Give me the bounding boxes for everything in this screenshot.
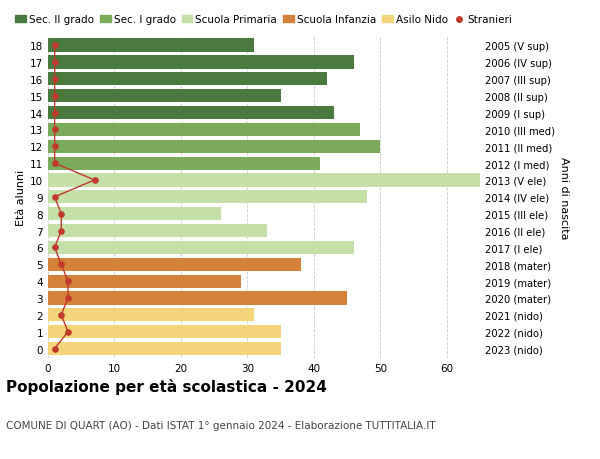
- Point: [50, 59, 59, 67]
- Y-axis label: Età alunni: Età alunni: [16, 169, 26, 225]
- Bar: [48, 292, 347, 305]
- Bar: [48, 258, 301, 271]
- Point: [90, 177, 100, 184]
- Bar: [48, 56, 354, 69]
- Point: [50, 244, 59, 252]
- Bar: [48, 140, 380, 153]
- Bar: [48, 174, 480, 187]
- Point: [63, 278, 73, 285]
- Point: [56, 261, 66, 269]
- Point: [50, 345, 59, 353]
- Bar: [48, 241, 354, 254]
- Point: [56, 211, 66, 218]
- Point: [50, 42, 59, 50]
- Point: [50, 110, 59, 117]
- Y-axis label: Anni di nascita: Anni di nascita: [559, 156, 569, 239]
- Bar: [48, 207, 221, 221]
- Point: [50, 93, 59, 100]
- Bar: [48, 90, 281, 103]
- Text: COMUNE DI QUART (AO) - Dati ISTAT 1° gennaio 2024 - Elaborazione TUTTITALIA.IT: COMUNE DI QUART (AO) - Dati ISTAT 1° gen…: [6, 420, 436, 430]
- Bar: [48, 39, 254, 52]
- Bar: [48, 275, 241, 288]
- Bar: [48, 191, 367, 204]
- Point: [56, 227, 66, 235]
- Bar: [48, 123, 361, 137]
- Point: [50, 160, 59, 168]
- Point: [50, 194, 59, 201]
- Bar: [48, 325, 281, 338]
- Point: [50, 126, 59, 134]
- Point: [50, 76, 59, 83]
- Legend: Sec. II grado, Sec. I grado, Scuola Primaria, Scuola Infanzia, Asilo Nido, Stran: Sec. II grado, Sec. I grado, Scuola Prim…: [16, 15, 512, 25]
- Text: Popolazione per età scolastica - 2024: Popolazione per età scolastica - 2024: [6, 379, 327, 395]
- Point: [63, 328, 73, 336]
- Point: [63, 295, 73, 302]
- Bar: [48, 342, 281, 355]
- Point: [56, 312, 66, 319]
- Bar: [48, 157, 320, 170]
- Bar: [48, 73, 327, 86]
- Bar: [48, 308, 254, 322]
- Bar: [48, 224, 268, 238]
- Bar: [48, 106, 334, 120]
- Point: [50, 143, 59, 151]
